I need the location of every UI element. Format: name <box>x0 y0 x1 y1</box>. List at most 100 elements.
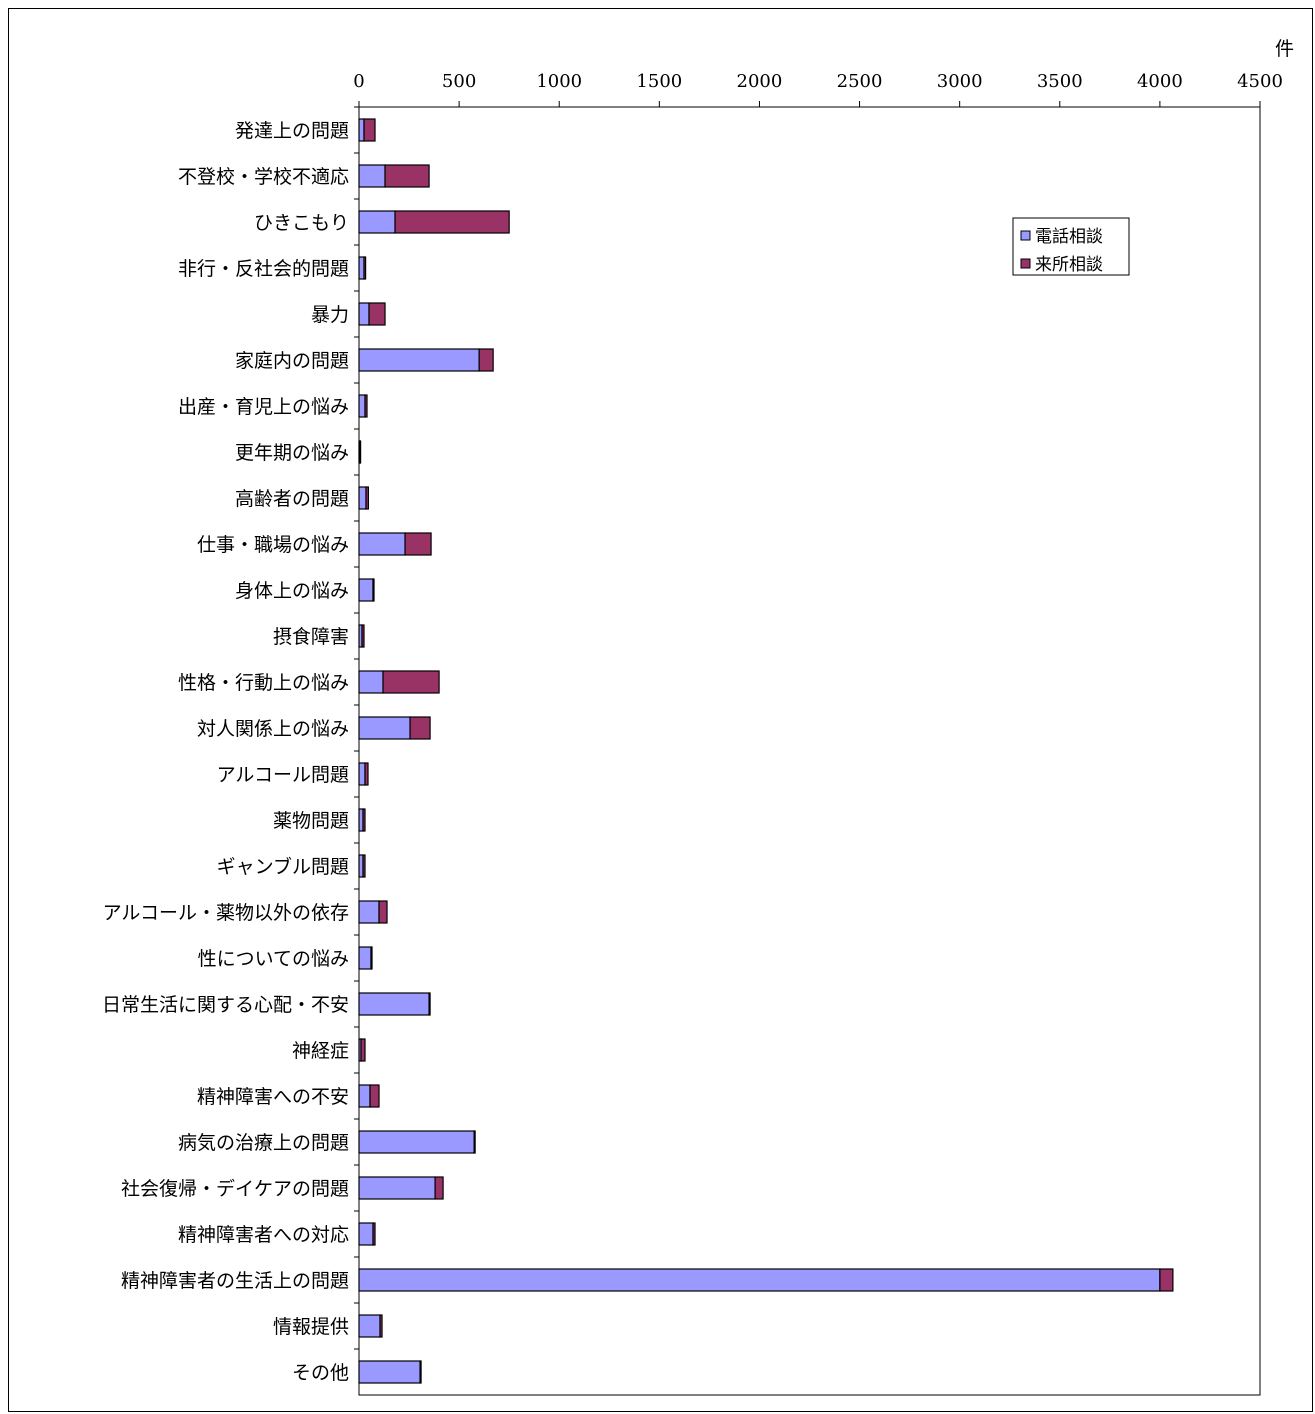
bar-visit <box>362 854 366 878</box>
category-label: 精神障害者への対応 <box>178 1224 349 1246</box>
bar-visit <box>404 532 432 556</box>
x-tick-label-1000: 1000 <box>536 71 582 92</box>
legend-label-visit: 来所相談 <box>1035 255 1103 275</box>
bar-visit <box>384 164 430 188</box>
bar-phone <box>358 946 372 970</box>
category-label: 対人関係上の悩み <box>197 718 349 740</box>
x-tick-label-2000: 2000 <box>737 71 783 92</box>
category-label: 更年期の悩み <box>235 442 349 464</box>
bar-visit <box>372 578 375 602</box>
bar-visit <box>361 624 365 648</box>
category-label: アルコール・薬物以外の依存 <box>103 902 349 924</box>
bar-phone <box>358 210 396 234</box>
x-tick-label-500: 500 <box>442 71 476 92</box>
category-label: 情報提供 <box>273 1316 349 1338</box>
x-tick-label-3500: 3500 <box>1037 71 1083 92</box>
category-label: 精神障害への不安 <box>197 1086 349 1108</box>
bar-visit <box>428 992 431 1016</box>
category-label: 薬物問題 <box>273 810 349 832</box>
bar-visit <box>363 256 367 280</box>
bar-phone <box>358 578 374 602</box>
bar-phone <box>358 1176 436 1200</box>
category-label: アルコール問題 <box>217 764 349 786</box>
category-label: 出産・育児上の悩み <box>178 396 349 418</box>
x-tick-label-4000: 4000 <box>1137 71 1183 92</box>
bar-phone <box>358 808 364 832</box>
legend-label-phone: 電話相談 <box>1035 227 1103 247</box>
category-label: 身体上の悩み <box>235 580 349 602</box>
x-tick-label-2500: 2500 <box>837 71 883 92</box>
category-label: 暴力 <box>311 304 349 326</box>
x-tick-label-4500: 4500 <box>1237 71 1283 92</box>
bar-phone <box>358 762 366 786</box>
bar-phone <box>358 1268 1161 1292</box>
bar-phone <box>358 1084 371 1108</box>
category-label: 摂食障害 <box>273 626 349 648</box>
category-label: その他 <box>292 1362 349 1384</box>
category-label: 性格・行動上の悩み <box>178 672 349 694</box>
category-label: 家庭内の問題 <box>235 350 349 372</box>
bar-visit <box>409 716 431 740</box>
bar-phone <box>358 256 365 280</box>
bar-phone <box>358 486 367 510</box>
bar-visit <box>372 1222 376 1246</box>
bar-visit <box>364 394 368 418</box>
x-tick-label-0: 0 <box>353 71 364 92</box>
bar-phone <box>358 670 384 694</box>
unit-label: 件 <box>1275 38 1294 60</box>
bar-phone <box>358 900 380 924</box>
legend-box <box>1012 217 1130 276</box>
category-label: 非行・反社会的問題 <box>178 258 349 280</box>
bar-phone <box>358 302 370 326</box>
bar-visit <box>363 118 376 142</box>
category-label: 日常生活に関する心配・不安 <box>102 994 349 1016</box>
category-label: 高齢者の問題 <box>235 488 349 510</box>
category-label: 不登校・学校不適応 <box>178 166 349 188</box>
chart-frame: 0 500 1000 1500 2000 2500 3000 3500 4000 4500 発達上… <box>8 8 1313 1412</box>
bar-phone <box>358 716 411 740</box>
bar-phone <box>358 854 364 878</box>
category-label: 神経症 <box>292 1040 349 1062</box>
bar-visit <box>478 348 494 372</box>
bar-phone <box>358 1130 475 1154</box>
category-label: 仕事・職場の悩み <box>197 534 349 556</box>
bar-visit <box>370 946 373 970</box>
category-label: 病気の治療上の問題 <box>178 1132 349 1154</box>
bar-series <box>358 118 1174 1384</box>
bar-phone <box>358 1314 381 1338</box>
bar-visit <box>434 1176 444 1200</box>
bar-phone <box>358 348 480 372</box>
bar-visit <box>473 1130 476 1154</box>
bar-chart: 0 500 1000 1500 2000 2500 3000 3500 4000 4500 発達上… <box>102 38 1294 1396</box>
x-axis: 0 500 1000 1500 2000 2500 3000 3500 4000 4500 <box>353 71 1283 1396</box>
category-label: 社会復帰・デイケアの問題 <box>121 1178 349 1200</box>
legend-swatch-phone <box>1020 230 1031 241</box>
category-label: ギャンブル問題 <box>217 855 349 878</box>
bar-visit <box>1159 1268 1174 1292</box>
bar-visit <box>362 808 366 832</box>
bar-phone <box>358 164 386 188</box>
x-tick-label-1500: 1500 <box>636 71 682 92</box>
category-label: ひきこもり <box>254 212 349 234</box>
bar-visit <box>369 1084 380 1108</box>
x-tick-label-3000: 3000 <box>937 71 983 92</box>
bar-phone <box>358 118 365 142</box>
bar-visit <box>364 762 369 786</box>
bar-visit <box>419 1360 422 1384</box>
category-axis: 発達上の問題不登校・学校不適応ひきこもり非行・反社会的問題暴力家庭内の問題出産・… <box>102 106 359 1384</box>
bar-visit <box>379 1314 383 1338</box>
bar-phone <box>358 992 430 1016</box>
legend-swatch-visit <box>1020 258 1031 269</box>
bar-visit <box>359 440 362 464</box>
bar-phone <box>358 1222 374 1246</box>
bar-visit <box>368 302 386 326</box>
category-label: 性についての悩み <box>198 948 349 970</box>
bar-visit <box>382 670 440 694</box>
bar-phone <box>358 394 366 418</box>
bar-visit <box>394 210 510 234</box>
bar-visit <box>365 486 370 510</box>
bar-visit <box>378 900 388 924</box>
bar-phone <box>358 1360 421 1384</box>
bar-phone <box>358 532 406 556</box>
